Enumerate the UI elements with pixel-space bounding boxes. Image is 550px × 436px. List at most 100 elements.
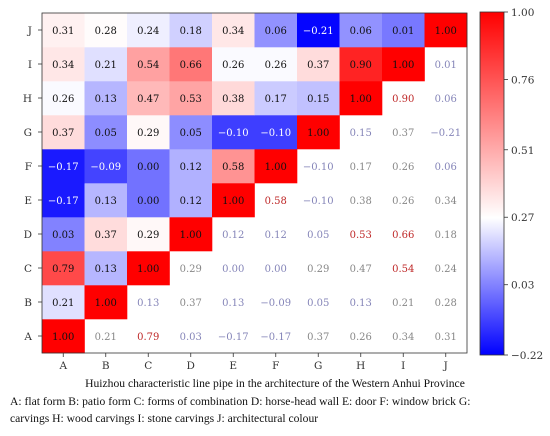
- cell-value-label: 1.00: [222, 196, 244, 207]
- cell-value-label: 0.05: [180, 128, 202, 139]
- heatmap-cell-BB: [84, 285, 128, 320]
- heatmap-cell-ID: [169, 47, 213, 82]
- cell-value-label: 0.34: [392, 332, 414, 343]
- x-tick-label: E: [229, 360, 237, 372]
- y-tick-label: F: [25, 161, 32, 173]
- heatmap-cell-CA: [42, 251, 85, 286]
- y-tick-label: D: [24, 229, 32, 241]
- cell-value-label: 0.31: [435, 332, 457, 343]
- cell-value-label: −0.17: [260, 332, 291, 343]
- cell-value-label: 0.15: [350, 128, 372, 139]
- cell-value-label: 0.13: [95, 94, 117, 105]
- heatmap-cell-IH: [339, 47, 383, 82]
- cell-value-label: 0.12: [180, 162, 202, 173]
- heatmap-cell-JJ: [424, 13, 468, 48]
- heatmap-cell-JD: [169, 13, 213, 48]
- heatmap-cell-JG: [297, 13, 340, 48]
- cell-value-label: 0.37: [52, 128, 74, 139]
- y-tick-label: B: [24, 297, 32, 309]
- heatmap-cell-IG: [297, 47, 340, 82]
- cell-value-label: 0.00: [137, 162, 159, 173]
- cell-value-label: 0.29: [180, 264, 202, 275]
- heatmap-cell-FB: [84, 149, 128, 184]
- cell-value-label: 0.21: [392, 298, 414, 309]
- heatmap-cell-HF: [254, 81, 298, 116]
- cell-value-label: 0.37: [307, 332, 329, 343]
- cell-value-label: 1.00: [350, 94, 372, 105]
- x-tick-label: F: [272, 360, 279, 372]
- heatmap-cell-CB: [84, 251, 128, 286]
- cell-value-label: 0.47: [350, 264, 372, 275]
- cell-value-label: 0.13: [95, 264, 117, 275]
- cell-value-label: 0.06: [350, 26, 372, 37]
- cell-value-label: 0.00: [222, 264, 244, 275]
- heatmap-cell-JE: [212, 13, 255, 48]
- cell-value-label: 0.38: [222, 94, 244, 105]
- figure-caption-title: Huizhou characteristic line pipe in the …: [85, 377, 465, 390]
- heatmap-cell-HB: [84, 81, 128, 116]
- heatmap-cell-HG: [297, 81, 340, 116]
- y-tick-label: G: [24, 127, 32, 139]
- cell-value-label: −0.21: [303, 26, 334, 37]
- cell-value-label: −0.17: [48, 196, 79, 207]
- cell-value-label: 0.66: [392, 230, 414, 241]
- colorbar-tick-label: 0.76: [511, 74, 535, 86]
- cell-value-label: −0.09: [90, 162, 121, 173]
- x-tick-label: H: [356, 360, 365, 372]
- cell-value-label: 0.13: [222, 298, 244, 309]
- caption-legend-line-1: A: flat form B: patio form C: forms of c…: [10, 395, 471, 408]
- heatmap-cell-II: [382, 47, 425, 82]
- cell-value-label: 0.90: [392, 94, 414, 105]
- heatmap-cell-EA: [42, 183, 85, 218]
- heatmap-cell-HH: [339, 81, 383, 116]
- cell-value-label: 0.01: [435, 60, 457, 71]
- heatmap-cell-GC: [127, 115, 170, 150]
- cell-value-labels: 1.00 0.21 0.79 0.03 −0.17 −0.17 0.37 0.26 0.34 0.…: [48, 26, 461, 343]
- cell-value-label: 0.05: [307, 230, 329, 241]
- cell-value-label: 0.05: [307, 298, 329, 309]
- cell-value-label: 1.00: [392, 60, 414, 71]
- heatmap-cell-GA: [42, 115, 85, 150]
- cell-value-label: 0.01: [392, 26, 414, 37]
- colorbar-tick-label: −0.22: [511, 350, 543, 362]
- heatmap-cell-EE: [212, 183, 255, 218]
- cell-value-label: 0.06: [435, 94, 457, 105]
- plot-frame: [41, 12, 468, 354]
- cell-value-label: 0.58: [222, 162, 244, 173]
- cell-value-label: −0.21: [430, 128, 461, 139]
- cell-value-label: 0.54: [137, 60, 159, 71]
- heatmap-cell-AA: [42, 319, 85, 354]
- cell-value-label: 1.00: [137, 264, 159, 275]
- x-tick-label: I: [401, 360, 405, 372]
- heatmap-cell-BA: [42, 285, 85, 320]
- cell-value-label: 0.26: [350, 332, 372, 343]
- heatmap-cell-HE: [212, 81, 255, 116]
- cell-value-label: 0.24: [435, 264, 457, 275]
- cell-value-label: 0.26: [392, 162, 414, 173]
- cell-value-label: −0.17: [48, 162, 79, 173]
- cell-value-label: 0.12: [180, 196, 202, 207]
- heatmap-cell-ED: [169, 183, 213, 218]
- y-tick-label: C: [24, 263, 32, 275]
- cell-value-label: 0.26: [265, 60, 287, 71]
- heatmap-cell-JA: [42, 13, 85, 48]
- cell-value-label: 0.06: [265, 26, 287, 37]
- heatmap-cell-HC: [127, 81, 170, 116]
- cell-value-label: 0.37: [307, 60, 329, 71]
- cell-value-label: 1.00: [95, 298, 117, 309]
- cell-value-label: −0.10: [303, 196, 334, 207]
- cell-value-label: 0.90: [350, 60, 372, 71]
- heatmap-cell-CC: [127, 251, 170, 286]
- cell-value-label: 0.53: [180, 94, 202, 105]
- heatmap-cells: [42, 13, 468, 354]
- heatmap-cell-IF: [254, 47, 298, 82]
- correlation-heatmap: 1.00 0.21 0.79 0.03 −0.17 −0.17 0.37 0.26 0.34 0.…: [23, 7, 543, 372]
- cell-value-label: 0.12: [265, 230, 287, 241]
- heatmap-axes: A A B B C C D D E E F F G G H H I I J J: [23, 12, 468, 372]
- colorbar-tick-label: 0.51: [511, 145, 534, 157]
- cell-value-label: −0.17: [218, 332, 249, 343]
- colorbar-tick-label: 1.00: [511, 7, 534, 19]
- cell-value-label: 0.24: [137, 26, 159, 37]
- heatmap-cell-JC: [127, 13, 170, 48]
- cell-value-label: 0.29: [137, 230, 159, 241]
